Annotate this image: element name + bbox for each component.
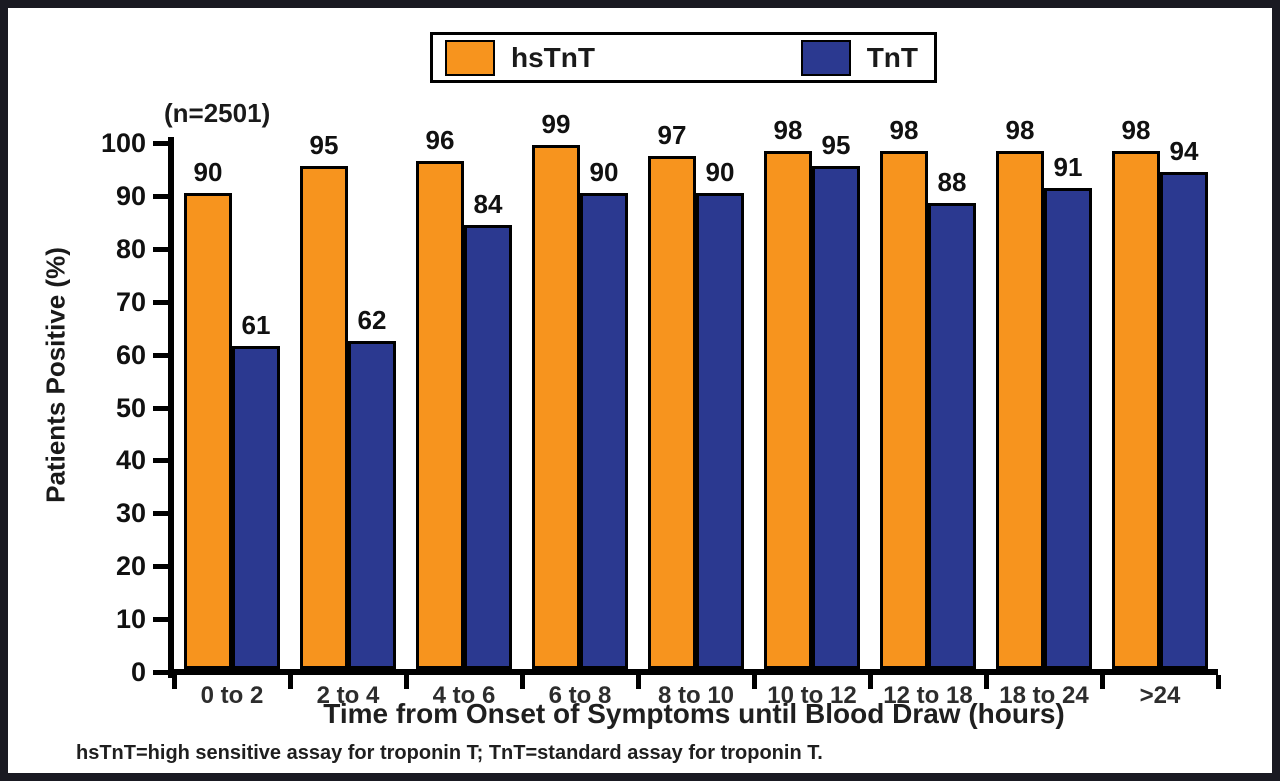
y-tick-label: 30 [115,498,146,529]
x-category-label-8: >24 [1139,682,1181,709]
legend-label-hstnt: hsTnT [511,41,595,73]
bar-hstnt-5 [764,150,812,669]
x-category-label-1: 2 to 4 [316,682,380,709]
bar-value-label: 90 [193,156,223,187]
bar-value-label: 98 [1005,114,1035,145]
footnote: hsTnT=high sensitive assay for troponin … [76,742,823,764]
x-tick [520,675,525,689]
x-tick [288,675,293,689]
bar-hstnt-8 [1112,150,1160,669]
x-category-label-2: 4 to 6 [432,682,496,709]
bar-tnt-1 [348,341,396,669]
bar-hstnt-7 [996,150,1044,669]
x-category-label-0: 0 to 2 [200,682,264,709]
y-tick [153,564,168,570]
y-tick [153,670,168,675]
y-tick-label: 0 [130,657,146,687]
x-tick [984,675,989,689]
bar-hstnt-6 [880,150,928,669]
x-category-label-7: 18 to 24 [999,682,1089,709]
bar-hstnt-4 [648,155,696,669]
legend-swatch-hstnt [445,39,495,76]
bar-value-label: 88 [937,167,967,198]
y-tick-label: 70 [115,286,146,317]
bar-value-label: 62 [357,305,387,336]
bar-hstnt-0 [184,192,232,669]
y-tick-label: 10 [115,604,146,635]
bar-hstnt-3 [532,145,580,669]
sample-size-annotation: (n=2501) [164,98,271,128]
bar-value-label: 90 [589,156,619,187]
y-tick-label: 50 [115,392,146,423]
bar-value-label: 98 [773,114,803,145]
y-tick [153,193,168,199]
bar-tnt-3 [580,192,628,669]
y-tick [153,458,168,464]
bar-value-label: 99 [541,109,571,140]
bar-tnt-4 [696,192,744,669]
legend: hsTnT TnT [430,32,937,83]
bar-value-label: 84 [473,188,503,219]
x-tick [1100,675,1105,689]
bar-tnt-2 [464,224,512,669]
x-tick [172,675,177,689]
bar-tnt-7 [1044,187,1092,669]
legend-swatch-tnt [800,39,851,76]
y-tick [153,511,168,517]
bar-value-label: 61 [241,310,271,341]
y-tick-label: 40 [115,445,146,476]
y-tick [153,299,168,305]
legend-label-tnt: TnT [866,41,918,73]
x-tick [404,675,409,689]
bar-value-label: 90 [705,156,735,187]
bar-tnt-0 [232,346,280,669]
y-tick [153,617,168,623]
bar-hstnt-1 [300,166,348,669]
x-category-label-4: 8 to 10 [657,682,735,709]
x-tick [636,675,641,689]
bar-tnt-5 [812,166,860,669]
bar-tnt-8 [1160,171,1208,669]
x-tick [1216,675,1221,689]
x-category-label-6: 12 to 18 [883,682,973,709]
bar-value-label: 98 [889,114,919,145]
bar-value-label: 95 [821,130,851,161]
bar-value-label: 96 [425,125,455,156]
bar-value-label: 95 [309,130,339,161]
y-tick [153,405,168,411]
bar-value-label: 94 [1169,135,1199,166]
y-tick-label: 60 [115,339,146,370]
bar-hstnt-2 [416,161,464,669]
x-tick [752,675,757,689]
legend-item-hstnt: hsTnT [445,39,595,76]
legend-item-tnt: TnT [800,39,918,76]
y-tick-label: 100 [100,128,146,158]
y-tick-label: 20 [115,551,146,582]
y-tick [153,246,168,252]
y-tick-label: 80 [115,233,146,264]
y-tick [153,141,168,146]
x-category-label-5: 10 to 12 [767,682,857,709]
y-tick [153,352,168,358]
bar-value-label: 98 [1121,114,1151,145]
x-axis-title: Time from Onset of Symptoms until Blood … [323,698,1065,729]
x-axis-line [168,669,1218,675]
bar-value-label: 91 [1053,151,1083,182]
bar-tnt-6 [928,203,976,669]
y-axis-line [168,137,174,678]
bar-value-label: 97 [657,119,687,150]
x-tick [868,675,873,689]
x-category-label-3: 6 to 8 [548,682,612,709]
y-tick-label: 90 [115,180,146,211]
